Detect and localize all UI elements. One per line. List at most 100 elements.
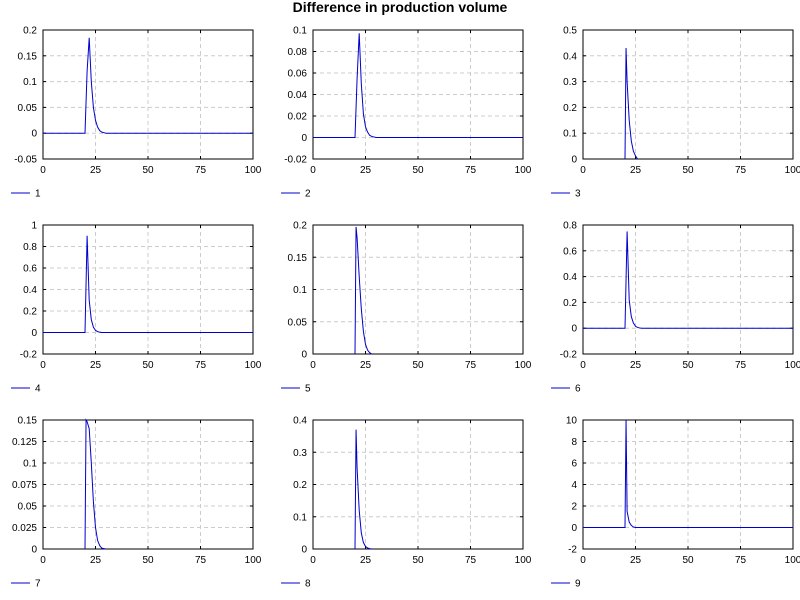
- y-tick-label: 0.2: [563, 103, 577, 114]
- figure-title: Difference in production volume: [292, 0, 508, 15]
- x-tick-label: 100: [245, 165, 262, 176]
- y-tick-label: 1: [31, 221, 37, 232]
- y-tick-label: 0.1: [23, 459, 37, 470]
- series-line: [84, 418, 107, 550]
- y-tick-label: 0: [301, 133, 307, 144]
- x-tick-label: 25: [90, 165, 102, 176]
- y-tick-label: 8: [571, 437, 577, 448]
- y-tick-label: 0.2: [293, 480, 307, 491]
- y-tick-label: 0.025: [12, 523, 37, 534]
- x-tick-label: 75: [195, 165, 207, 176]
- y-tick-label: 0.05: [18, 502, 38, 513]
- x-tick-label: 25: [630, 555, 642, 566]
- y-tick-label: 0.8: [23, 242, 37, 253]
- series-line: [354, 429, 372, 550]
- legend-label: 7: [35, 579, 41, 590]
- x-tick-label: 25: [630, 165, 642, 176]
- subplot-3: 0 25 50 75 100 0 0.1 0.2 0.3 0.4 0.5 3: [551, 26, 800, 200]
- y-tick-label: 0: [31, 545, 37, 556]
- x-tick-label: 50: [142, 360, 154, 371]
- y-tick-label: 0.3: [563, 77, 577, 88]
- x-tick-label: 100: [785, 165, 800, 176]
- y-tick-label: 0.05: [18, 103, 38, 114]
- y-tick-label: 0.8: [563, 221, 577, 232]
- y-tick-label: 0.4: [563, 51, 577, 62]
- legend-label: 5: [305, 384, 311, 395]
- y-tick-label: 0.4: [293, 416, 307, 427]
- x-tick-label: 100: [245, 555, 262, 566]
- subplot-6: 0 25 50 75 100-0.200.20.40.60.86: [551, 221, 800, 395]
- y-tick-label: 0.075: [12, 480, 37, 491]
- subplot-7: 0 25 50 75 100 0 0.025 0.05 0.075 0.1 0.125 0.15 7: [11, 416, 262, 590]
- y-tick-label: 0.3: [293, 448, 307, 459]
- x-tick-label: 0: [310, 360, 316, 371]
- x-tick-label: 25: [630, 360, 642, 371]
- x-tick-label: 25: [90, 360, 102, 371]
- subplot-4: 0 25 50 75 100-0.200.20.40.60.814: [11, 221, 262, 395]
- x-tick-label: 50: [142, 555, 154, 566]
- y-tick-label: 0.5: [563, 26, 577, 37]
- y-tick-label: 0.1: [293, 285, 307, 296]
- legend-label: 9: [575, 579, 581, 590]
- y-tick-label: 0.4: [563, 272, 577, 283]
- y-tick-label: -0.02: [284, 155, 307, 166]
- x-tick-label: 50: [682, 555, 694, 566]
- y-tick-label: 0.4: [23, 285, 37, 296]
- subplot-5: 0 25 50 75 100 0 0.05 0.1 0.15 0.2 5: [281, 221, 532, 395]
- x-tick-label: 100: [515, 555, 532, 566]
- y-tick-label: 0.15: [18, 416, 38, 427]
- x-tick-label: 25: [360, 360, 372, 371]
- y-tick-label: 0: [31, 129, 37, 140]
- y-tick-label: 0.08: [288, 47, 308, 58]
- series-line: [43, 235, 253, 333]
- y-tick-label: 0: [301, 350, 307, 361]
- y-tick-label: -0.05: [14, 155, 37, 166]
- y-tick-label: 0.15: [18, 51, 38, 62]
- series-line: [313, 33, 523, 138]
- y-tick-label: 0: [301, 545, 307, 556]
- y-tick-label: 0: [31, 328, 37, 339]
- y-tick-label: 0.05: [288, 317, 308, 328]
- x-tick-label: 75: [735, 360, 747, 371]
- y-tick-label: 0.1: [293, 512, 307, 523]
- y-tick-label: 0.04: [288, 90, 308, 101]
- x-tick-label: 0: [40, 165, 46, 176]
- y-tick-label: 0.15: [288, 253, 308, 264]
- x-tick-label: 0: [40, 555, 46, 566]
- x-tick-label: 75: [195, 555, 207, 566]
- y-tick-label: 0.2: [293, 221, 307, 232]
- y-tick-label: 2: [571, 502, 577, 513]
- x-tick-label: 50: [412, 165, 424, 176]
- y-tick-label: 0.6: [23, 264, 37, 275]
- series-line: [583, 231, 793, 329]
- x-tick-label: 100: [785, 555, 800, 566]
- y-tick-label: 4: [571, 480, 577, 491]
- x-tick-label: 75: [465, 360, 477, 371]
- x-tick-label: 100: [515, 165, 532, 176]
- x-tick-label: 25: [90, 555, 102, 566]
- y-tick-label: 0.2: [23, 307, 37, 318]
- series-line: [354, 226, 373, 355]
- x-tick-label: 0: [580, 360, 586, 371]
- y-tick-label: 0.6: [563, 246, 577, 257]
- x-tick-label: 100: [245, 360, 262, 371]
- legend-label: 1: [35, 189, 41, 200]
- legend-label: 4: [35, 384, 41, 395]
- y-tick-label: 0: [571, 523, 577, 534]
- y-tick-label: 10: [566, 416, 578, 427]
- y-tick-label: 6: [571, 459, 577, 470]
- series-line: [583, 419, 793, 528]
- subplot-8: 0 25 50 75 100 0 0.1 0.2 0.3 0.4 8: [281, 416, 532, 590]
- y-tick-label: 0: [571, 155, 577, 166]
- series-line: [624, 48, 639, 160]
- y-tick-label: 0.06: [288, 69, 308, 80]
- y-tick-label: 0.2: [563, 298, 577, 309]
- y-tick-label: 0.1: [23, 77, 37, 88]
- x-tick-label: 50: [682, 165, 694, 176]
- x-tick-label: 25: [360, 165, 372, 176]
- x-tick-label: 75: [735, 165, 747, 176]
- x-tick-label: 0: [310, 555, 316, 566]
- y-tick-label: 0.2: [23, 26, 37, 37]
